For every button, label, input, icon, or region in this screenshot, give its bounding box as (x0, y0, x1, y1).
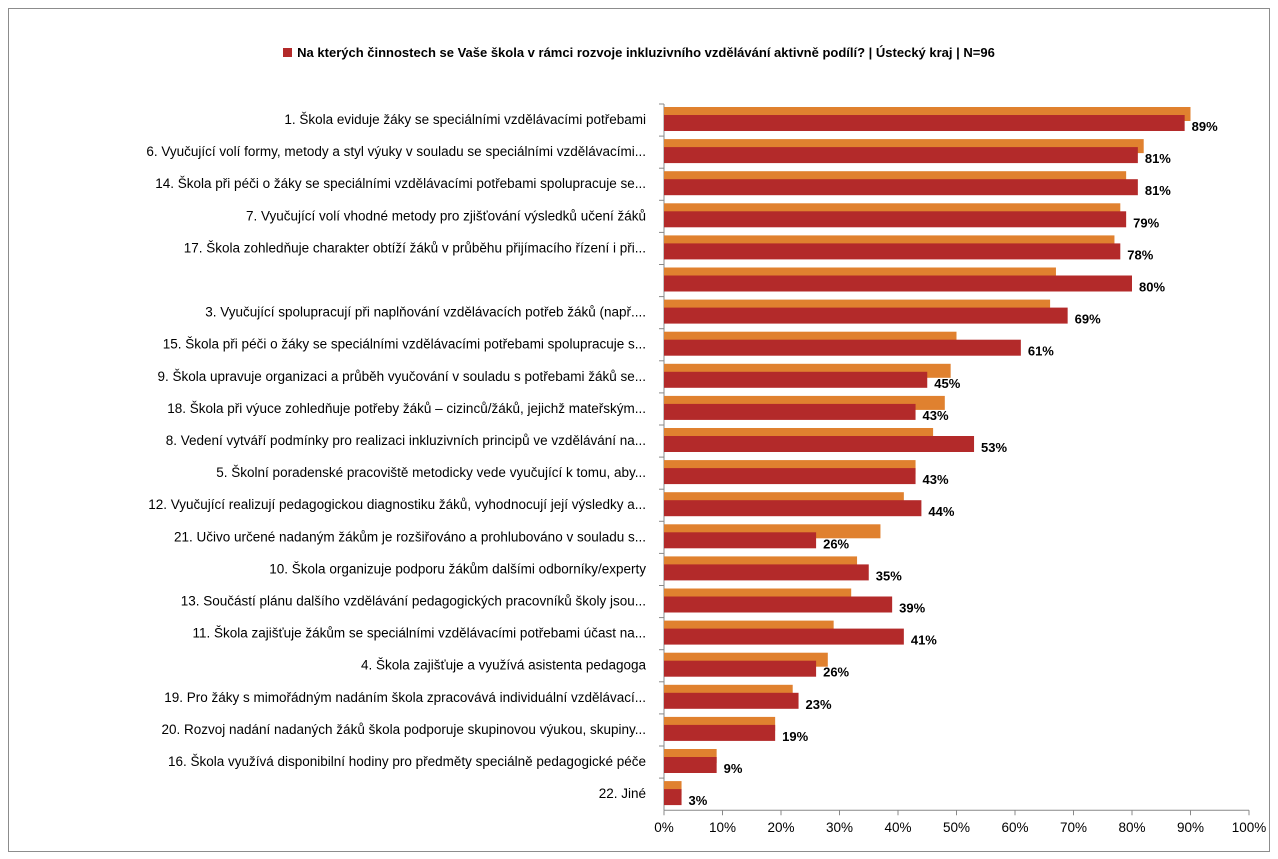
bar-main (664, 179, 1138, 196)
data-label: 78% (1127, 247, 1153, 262)
category-label: 13. Součástí plánu dalšího vzdělávání pe… (181, 594, 646, 609)
chart-title: Na kterých činnostech se Vaše škola v rá… (0, 45, 1278, 60)
x-tick-label: 10% (709, 820, 736, 835)
bar-main (664, 596, 893, 613)
data-label: 44% (928, 504, 954, 519)
category-label: 5. Školní poradenské pracoviště metodick… (216, 465, 646, 480)
x-tick-label: 60% (1001, 820, 1028, 835)
data-label: 9% (724, 761, 743, 776)
category-label: 4. Škola zajišťuje a využívá asistenta p… (361, 658, 646, 673)
category-label: 3. Vyučující spolupracují při naplňování… (205, 305, 646, 320)
bar-main (664, 211, 1127, 228)
data-label: 80% (1139, 280, 1165, 295)
category-label: 8. Vedení vytváří podmínky pro realizaci… (166, 433, 646, 448)
category-label: 19. Pro žáky s mimořádným nadáním škola … (164, 690, 646, 705)
category-label: 10. Škola organizuje podporu žákům další… (269, 561, 646, 576)
x-tick-label: 80% (1118, 820, 1145, 835)
legend-swatch (283, 48, 293, 57)
data-label: 26% (823, 536, 849, 551)
data-label: 89% (1192, 119, 1218, 134)
bar-main (664, 468, 916, 485)
bar-main (664, 564, 869, 581)
bar-main (664, 500, 922, 517)
bar-main (664, 115, 1185, 131)
category-label: 12. Vyučující realizují pedagogickou dia… (148, 497, 646, 512)
category-label: 16. Škola využívá disponibilní hodiny pr… (168, 754, 646, 769)
data-label: 26% (823, 665, 849, 680)
x-tick-label: 20% (767, 820, 794, 835)
bar-main (664, 532, 817, 549)
data-label: 81% (1145, 183, 1171, 198)
data-label: 43% (923, 472, 949, 487)
x-tick-label: 30% (826, 820, 853, 835)
bar-main (664, 243, 1121, 260)
category-label: 14. Škola při péči o žáky se speciálními… (155, 176, 646, 191)
data-label: 43% (923, 408, 949, 423)
data-label: 79% (1133, 215, 1159, 230)
bar-main (664, 724, 776, 741)
category-label: 11. Škola zajišťuje žákům se speciálními… (192, 626, 646, 641)
data-label: 19% (782, 729, 808, 744)
x-tick-label: 100% (1232, 820, 1267, 835)
category-label: 9. Škola upravuje organizaci a průběh vy… (157, 369, 646, 384)
bar-main (664, 628, 904, 645)
data-label: 3% (689, 793, 708, 808)
bar-main (664, 275, 1132, 292)
data-label: 23% (806, 697, 832, 712)
x-tick-label: 90% (1177, 820, 1204, 835)
bar-main (664, 692, 799, 709)
data-label: 61% (1028, 344, 1054, 359)
bar-main (664, 147, 1138, 164)
x-tick-label: 40% (884, 820, 911, 835)
bar-main (664, 339, 1021, 356)
bar-main (664, 789, 682, 806)
bar-main (664, 371, 928, 388)
data-label: 39% (899, 601, 925, 616)
data-label: 81% (1145, 151, 1171, 166)
data-label: 41% (911, 633, 937, 648)
bar-main (664, 436, 975, 452)
data-label: 53% (981, 440, 1007, 455)
data-label: 45% (934, 376, 960, 391)
bar-main (664, 757, 717, 773)
data-label: 69% (1075, 312, 1101, 327)
data-label: 35% (876, 568, 902, 583)
bar-main (664, 403, 916, 420)
category-label: 1. Škola eviduje žáky se speciálními vzd… (284, 112, 646, 127)
category-label: 6. Vyučující volí formy, metody a styl v… (146, 144, 646, 159)
category-label: 15. Škola při péči o žáky se speciálními… (163, 337, 646, 352)
x-tick-label: 70% (1060, 820, 1087, 835)
category-label: 7. Vyučující volí vhodné metody pro zjiš… (246, 208, 646, 223)
category-label: 18. Škola při výuce zohledňuje potřeby ž… (167, 401, 646, 416)
category-label: 22. Jiné (599, 786, 646, 801)
x-tick-label: 50% (943, 820, 970, 835)
bar-main (664, 307, 1068, 324)
bar-main (664, 660, 817, 677)
category-label: 17. Škola zohledňuje charakter obtíží žá… (184, 240, 646, 255)
chart-title-text: Na kterých činnostech se Vaše škola v rá… (297, 45, 995, 60)
category-label: 20. Rozvoj nadání nadaných žáků škola po… (161, 722, 646, 737)
x-tick-label: 0% (654, 820, 674, 835)
category-label: 21. Učivo určené nadaným žákům je rozšiř… (174, 529, 646, 544)
